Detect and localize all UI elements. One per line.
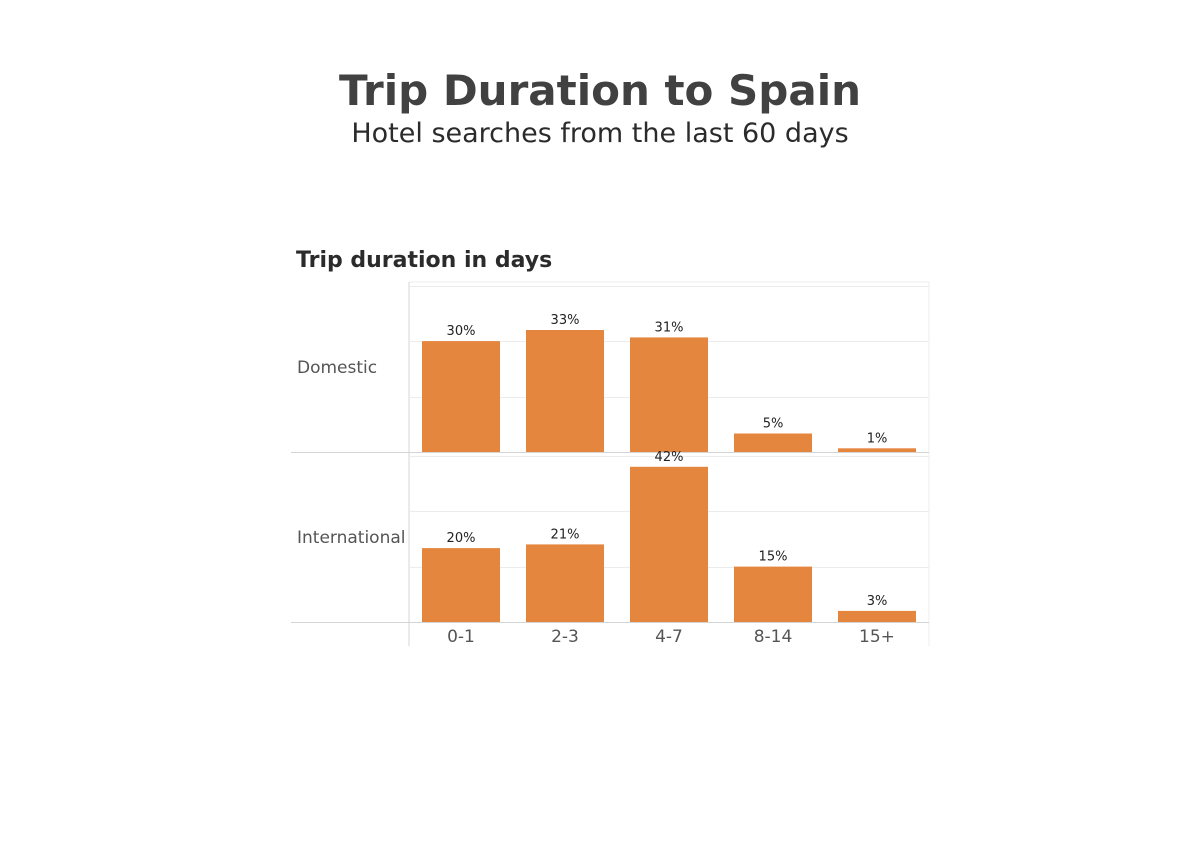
x-tick-label: 4-7 [655,627,683,647]
x-tick-label: 0-1 [447,627,475,647]
bar-international-8-14 [734,566,812,622]
bar-international-2-3 [526,544,604,622]
x-tick-label: 2-3 [551,627,579,647]
bar-domestic-0-1 [422,341,500,452]
data-labels: 30% 33% 31% 5% 1% 20% 21% 42% 15% 3% [447,313,888,609]
row-labels: Domestic International [297,358,406,548]
bar-domestic-8-14 [734,433,812,452]
x-tick-label: 8-14 [754,627,793,647]
data-label: 1% [867,431,888,446]
bar-domestic-15+ [838,448,916,452]
bar-domestic-4-7 [630,337,708,452]
gridlines [291,281,930,646]
data-label: 30% [447,324,476,339]
data-label: 3% [867,594,888,609]
chart-title: Trip Duration to Spain [338,66,861,115]
data-label: 33% [551,313,580,328]
data-label: 5% [763,417,784,432]
bar-international-4-7 [630,466,708,622]
data-label: 15% [759,550,788,565]
x-axis-title: Trip duration in days [296,248,552,273]
row-label-domestic: Domestic [297,358,377,378]
row-label-international: International [297,528,406,548]
bar-international-0-1 [422,548,500,622]
data-label: 31% [655,320,684,335]
x-tick-label: 15+ [859,627,895,647]
data-label: 42% [655,450,684,465]
x-tick-labels: 0-1 2-3 4-7 8-14 15+ [447,627,895,647]
bar-international-15+ [838,610,916,622]
bar-domestic-2-3 [526,330,604,452]
data-label: 20% [447,531,476,546]
data-label: 21% [551,527,580,542]
bars [422,330,916,622]
chart-subtitle: Hotel searches from the last 60 days [351,118,849,149]
